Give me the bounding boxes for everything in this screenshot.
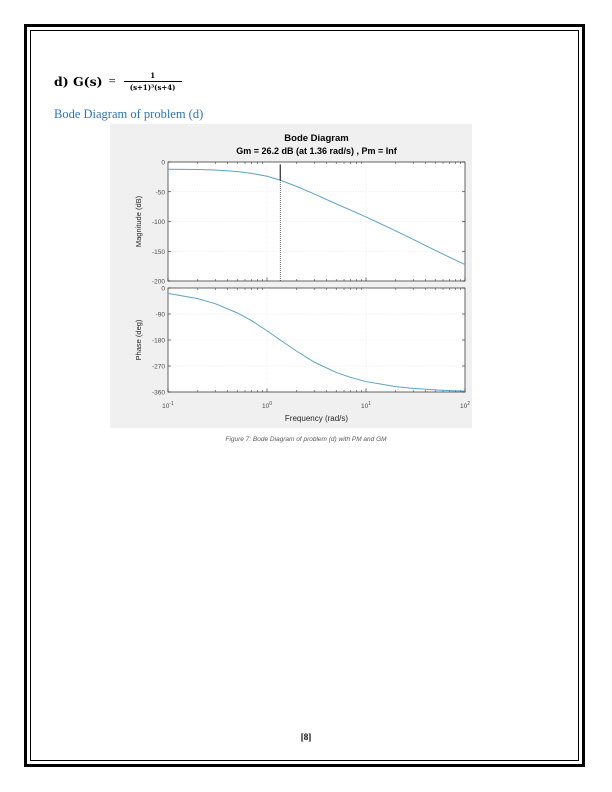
magnitude-ytick-label: 0 xyxy=(161,160,165,167)
magnitude-ytick-label: -100 xyxy=(152,219,165,226)
page-number: [8] xyxy=(300,732,312,742)
phase-ylabel: Phase (deg) xyxy=(134,319,143,360)
magnitude-ytick-label: -50 xyxy=(156,189,166,196)
phase-ytick-label: -360 xyxy=(152,390,165,397)
magnitude-curve xyxy=(167,168,466,266)
xtick-label: 101 xyxy=(361,401,371,410)
magnitude-ylabel: Magnitude (dB) xyxy=(134,195,143,247)
phase-ytick-label: 0 xyxy=(161,286,165,293)
page-border-inner xyxy=(30,30,579,761)
bode-figure: Bode Diagram Gm = 26.2 dB (at 1.36 rad/s)… xyxy=(110,124,472,428)
xtick-label: 102 xyxy=(460,401,470,410)
transfer-function-equation: d) G(s) = 1 (s+1)³(s+4) xyxy=(54,71,182,92)
xtick-label: 10-1 xyxy=(162,401,174,410)
phase-ytick-label: -270 xyxy=(152,364,165,371)
equals-sign: = xyxy=(108,74,116,88)
equation-fraction: 1 (s+1)³(s+4) xyxy=(123,71,182,92)
phase-ytick-label: -90 xyxy=(156,312,166,319)
phase-curve xyxy=(167,292,466,392)
chart-xlabel: Frequency (rad/s) xyxy=(285,414,348,423)
chart-subtitle: Gm = 26.2 dB (at 1.36 rad/s) , Pm = Inf xyxy=(236,146,398,156)
magnitude-ytick-label: -150 xyxy=(152,249,165,256)
bode-chart: Bode Diagram Gm = 26.2 dB (at 1.36 rad/s)… xyxy=(134,133,470,423)
page-border-outer xyxy=(24,24,585,767)
figure-caption: Figure 7: Bode Diagram of problem (d) wi… xyxy=(225,436,387,443)
section-heading: Bode Diagram of problem (d) xyxy=(54,107,204,121)
equation-numerator: 1 xyxy=(150,71,156,80)
equation-label: d) G(s) xyxy=(54,74,103,89)
xtick-label: 100 xyxy=(262,401,272,410)
chart-title: Bode Diagram xyxy=(284,133,348,144)
fraction-bar xyxy=(123,81,182,82)
equation-denominator: (s+1)³(s+4) xyxy=(129,83,176,92)
phase-ytick-label: -180 xyxy=(152,338,165,345)
magnitude-ytick-label: -200 xyxy=(152,279,165,286)
